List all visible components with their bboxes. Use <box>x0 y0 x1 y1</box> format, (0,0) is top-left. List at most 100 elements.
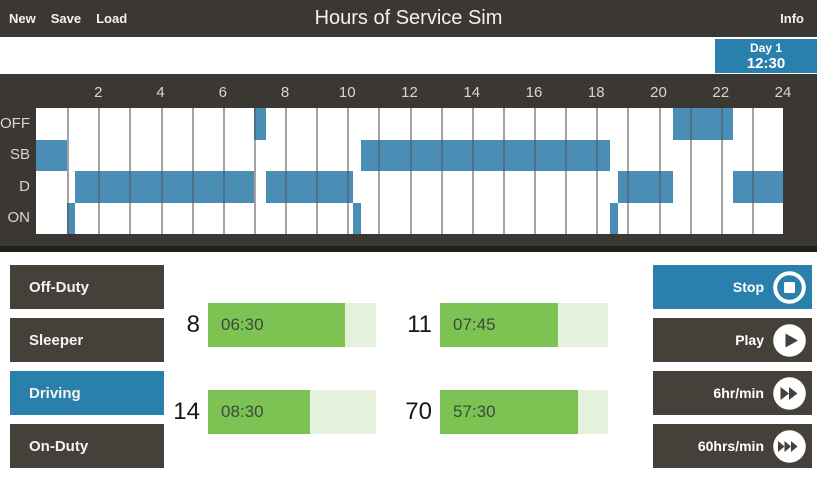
gauge-limit-70: 70 <box>405 398 432 425</box>
status-button-driving[interactable]: Driving <box>10 371 164 415</box>
menu-save[interactable]: Save <box>50 11 82 26</box>
gauge-limit-11: 11 <box>407 311 432 338</box>
hour-gridline <box>98 108 101 234</box>
speed-button-label: 60hrs/min <box>697 438 764 454</box>
play-button-label: Play <box>735 332 764 348</box>
hour-gridline <box>751 108 754 234</box>
gauge-fill <box>440 303 559 347</box>
x-axis-tick-label: 14 <box>463 84 481 101</box>
hour-gridline <box>409 108 412 234</box>
top-nav: New Save Load Hours of Service Sim Info <box>0 0 817 37</box>
gauge-fill <box>208 390 310 434</box>
hour-gridline <box>471 108 474 234</box>
hour-gridline <box>222 108 225 234</box>
x-axis-tick-label: 24 <box>774 84 792 101</box>
speed-6hr-min-button[interactable]: 6hr/min <box>653 371 812 415</box>
duty-segment <box>733 171 783 203</box>
hour-gridline <box>129 108 132 234</box>
play-icon <box>773 323 806 357</box>
app-title: Hours of Service Sim <box>314 7 503 29</box>
x-axis-tick-label: 22 <box>712 84 730 101</box>
status-button-off-duty[interactable]: Off-Duty <box>10 265 164 309</box>
hour-gridline <box>378 108 381 234</box>
hour-gridline <box>285 108 287 234</box>
hour-gridline <box>316 108 319 234</box>
y-axis-row-label: OFF <box>0 114 30 132</box>
hour-gridline <box>440 108 443 234</box>
menu-info[interactable]: Info <box>780 11 804 26</box>
play-button[interactable]: Play <box>653 318 812 362</box>
hour-gridline <box>191 108 194 234</box>
menu: New Save Load <box>9 0 127 37</box>
status-button-sleeper[interactable]: Sleeper <box>10 318 164 362</box>
gauge-limit-14: 14 <box>173 398 200 425</box>
hour-gridline <box>627 108 630 234</box>
hour-gridline <box>67 108 70 234</box>
fast-forward-icon <box>773 376 806 410</box>
hour-gridline <box>689 108 692 234</box>
speed-button-label: 6hr/min <box>713 385 764 401</box>
x-axis-tick-label: 18 <box>587 84 605 101</box>
status-button-label: Off-Duty <box>29 278 89 296</box>
hour-gridline <box>658 108 661 234</box>
gauge-value: 57:30 <box>453 402 496 421</box>
gauge-fill <box>440 390 578 434</box>
gauge-fill <box>208 303 345 347</box>
x-axis-tick-label: 2 <box>94 84 103 101</box>
y-axis-row-label: ON <box>7 209 31 227</box>
duty-segment <box>618 171 673 203</box>
gauge-70-hour: 57:30 <box>440 390 608 434</box>
y-axis-row-label: SB <box>9 146 30 164</box>
y-axis-row-label: D <box>19 177 30 195</box>
day-label: Day 1 <box>749 40 783 55</box>
hour-gridline <box>502 108 505 234</box>
menu-new[interactable]: New <box>9 11 36 26</box>
duty-segment <box>610 202 619 234</box>
gauge-value: 07:45 <box>453 315 496 334</box>
x-axis-tick-label: 6 <box>218 84 227 101</box>
hour-gridline <box>253 108 256 234</box>
x-axis-tick-label: 16 <box>525 84 543 101</box>
gauge-value: 06:30 <box>221 315 264 334</box>
stop-icon <box>773 270 806 304</box>
stop-button[interactable]: Stop <box>653 265 812 309</box>
hour-gridline <box>347 108 350 234</box>
menu-load[interactable]: Load <box>96 11 128 26</box>
duty-segment <box>36 139 68 171</box>
control-panel: Off-Duty Sleeper Driving On-Duty 8 06:30… <box>0 252 817 480</box>
gauge-value: 08:30 <box>221 402 264 421</box>
hour-gridline <box>160 108 163 234</box>
x-axis-tick-label: 4 <box>156 84 165 101</box>
hour-gridline <box>534 108 536 234</box>
duty-segment <box>67 202 75 234</box>
duty-segment <box>266 171 354 203</box>
duty-segment <box>253 108 267 140</box>
duty-segment <box>672 108 734 140</box>
x-axis-tick-label: 10 <box>338 84 356 101</box>
duty-segment <box>361 139 611 171</box>
duty-segment <box>74 171 254 203</box>
fastest-forward-icon <box>773 429 806 463</box>
gauge-11-hour: 07:45 <box>440 303 608 347</box>
time-label: 12:30 <box>746 54 786 72</box>
hour-gridline <box>565 108 568 234</box>
log-grid-chart: 2 4 6 8 10 12 14 16 18 20 22 24 OFF SB D ON <box>0 74 817 252</box>
status-button-on-duty[interactable]: On-Duty <box>10 424 164 468</box>
hour-gridline <box>720 108 723 234</box>
hour-gridline <box>596 108 599 234</box>
duty-segment <box>353 202 362 234</box>
gauge-limit-8: 8 <box>186 311 200 338</box>
speed-60hrs-min-button[interactable]: 60hrs/min <box>653 424 812 468</box>
x-axis-tick-label: 8 <box>280 84 290 101</box>
status-button-label: Driving <box>29 384 81 402</box>
status-button-label: Sleeper <box>29 331 84 349</box>
gauge-8-hour: 06:30 <box>208 303 376 347</box>
day-time-indicator: Day 1 12:30 <box>715 39 817 73</box>
x-axis-tick-label: 12 <box>401 84 418 101</box>
x-axis-tick-label: 20 <box>650 84 667 101</box>
status-button-label: On-Duty <box>29 437 89 455</box>
stop-button-label: Stop <box>732 279 764 295</box>
gauge-14-hour: 08:30 <box>208 390 376 434</box>
day-progress-track: Day 1 12:30 <box>0 37 817 74</box>
